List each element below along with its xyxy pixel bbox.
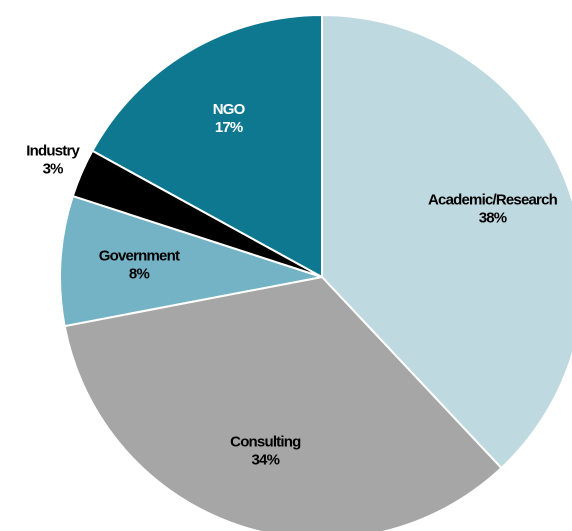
pie-slice [63, 275, 503, 531]
slice-value-label: 34% [252, 451, 280, 468]
pie-slice [59, 194, 323, 328]
slice-label: Government [99, 247, 180, 264]
pie-slice [91, 13, 323, 279]
slice-value-label: 17% [215, 119, 243, 136]
slice-label: Consulting [230, 433, 301, 450]
slice-value-label: 3% [43, 160, 64, 177]
pie-slice [321, 13, 572, 470]
slice-label: Academic/Research [428, 191, 558, 208]
slice-value-label: 38% [479, 209, 507, 226]
slice-label: Industry [26, 142, 80, 159]
slice-value-label: 8% [129, 265, 150, 282]
slice-label: NGO [213, 101, 246, 118]
